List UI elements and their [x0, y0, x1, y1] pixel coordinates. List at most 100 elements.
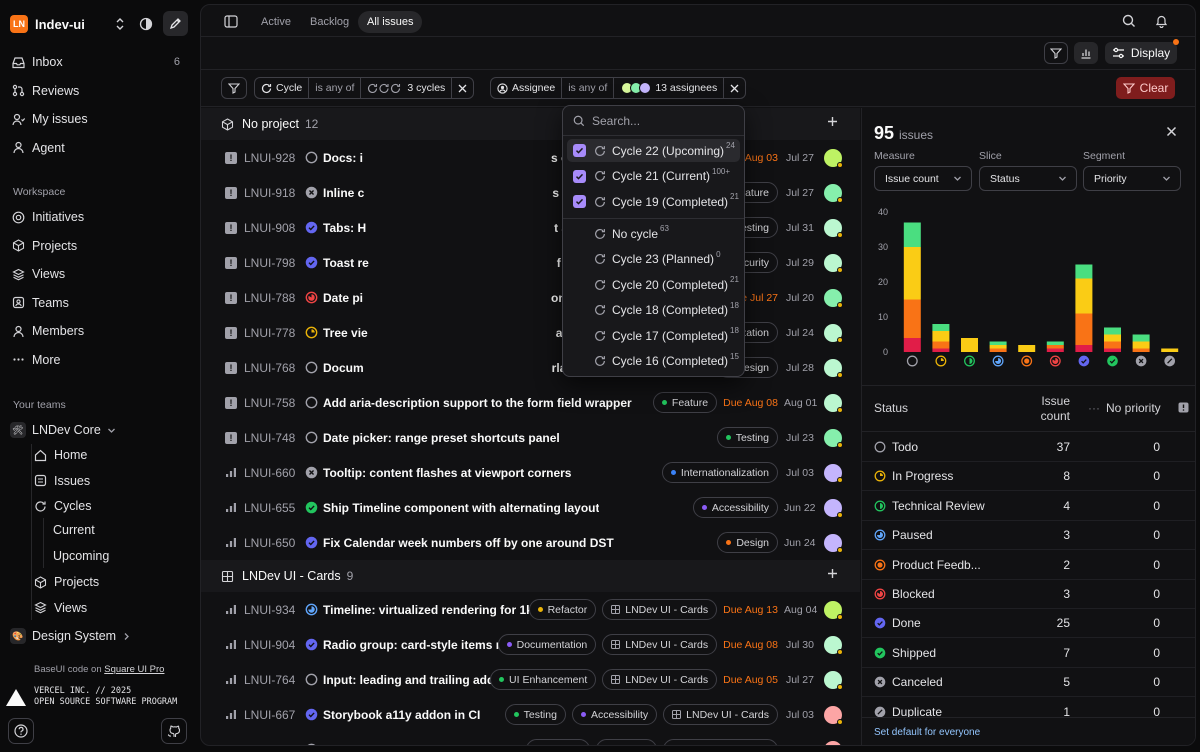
cycle-option[interactable]: Cycle 18 (Completed) 18	[567, 299, 740, 322]
chevron-updown-icon[interactable]	[110, 14, 130, 34]
help-button[interactable]	[8, 718, 34, 744]
group-header[interactable]: No project 12	[201, 108, 860, 140]
sidebar-item-initiatives[interactable]: Initiatives	[10, 205, 190, 229]
count-column-header[interactable]: Issue count	[1041, 394, 1070, 424]
priority-column-header[interactable]: ··· No priority	[1088, 401, 1161, 415]
assignee-avatar[interactable]	[824, 600, 843, 620]
canceled-status-icon[interactable]	[304, 186, 318, 200]
add-filter-button[interactable]	[221, 77, 247, 99]
measure-select[interactable]: Issue count	[874, 166, 972, 191]
display-button[interactable]: Display	[1105, 39, 1179, 64]
cycle-option[interactable]: Cycle 16 (Completed) 15	[567, 350, 740, 373]
assignee-avatar[interactable]	[824, 740, 842, 745]
table-row[interactable]: LNUI-934 Timeline: virtualized rendering …	[201, 592, 860, 627]
assignee-avatar[interactable]	[824, 705, 843, 725]
filter-button[interactable]	[1044, 42, 1068, 64]
segment-select[interactable]: Priority	[1083, 166, 1181, 191]
blocked-status-icon[interactable]	[304, 291, 318, 305]
remove-cycle-filter-button[interactable]	[452, 78, 473, 98]
issue-label[interactable]: Accessibility	[692, 497, 778, 518]
todo-status-icon[interactable]	[304, 431, 318, 445]
done-status-icon[interactable]	[304, 221, 318, 235]
issue-label[interactable]: Testing	[504, 704, 566, 725]
cycle-option[interactable]: Cycle 17 (Completed) 18	[567, 324, 740, 347]
assignee-avatar[interactable]	[824, 498, 843, 518]
issue-label[interactable]: Design	[717, 532, 778, 553]
checkbox-checked[interactable]	[573, 195, 586, 208]
issue-label[interactable]: Documentation	[497, 634, 597, 655]
table-row[interactable]: Done 25 0	[862, 609, 1195, 639]
assignee-avatar[interactable]	[824, 393, 843, 413]
cycle-filter-field[interactable]: Cycle	[255, 78, 310, 98]
issue-label[interactable]: LNDev UI - Cards	[663, 704, 778, 725]
table-row[interactable]: LNUI-764 Input: leading and trailing addo…	[201, 662, 860, 697]
assignee-avatar[interactable]	[824, 635, 843, 655]
new-issue-button[interactable]	[163, 11, 188, 36]
sidebar-item-reviews[interactable]: Reviews	[10, 79, 190, 103]
cycle-filter-operator[interactable]: is any of	[309, 78, 362, 98]
assignee-filter-value[interactable]: 13 assignees	[614, 78, 725, 98]
issue-label[interactable]: UI Enhancement	[490, 669, 597, 690]
cycle-option[interactable]: Cycle 23 (Planned) 0	[567, 248, 740, 271]
assignee-filter-field[interactable]: Assignee	[491, 78, 563, 98]
sidebar-item-agent[interactable]: Agent	[10, 136, 190, 160]
issue-label[interactable]: Testing	[716, 427, 778, 448]
done-status-icon[interactable]	[304, 638, 318, 652]
sidebar-item-members[interactable]: Members	[10, 319, 190, 343]
assignee-avatar[interactable]	[824, 183, 843, 203]
close-panel-icon[interactable]	[1166, 126, 1177, 137]
sidebar-item-my-issues[interactable]: My issues	[10, 107, 190, 131]
clear-filters-button[interactable]: Clear	[1116, 77, 1175, 99]
cycle-option-checked[interactable]: Cycle 22 (Upcoming) 24	[567, 139, 740, 162]
team-lndev-core[interactable]: 🛠 LNDev Core	[10, 418, 190, 442]
table-row[interactable]: Canceled 5 0	[862, 668, 1195, 698]
todo-status-icon[interactable]	[304, 361, 318, 375]
todo-status-icon[interactable]	[304, 673, 318, 687]
checkbox-checked[interactable]	[573, 144, 586, 157]
tab-active[interactable]: Active	[261, 16, 291, 28]
team-item-upcoming[interactable]: Upcoming	[53, 544, 190, 568]
sidebar-item-projects[interactable]: Projects	[10, 234, 190, 258]
canceled-status-icon[interactable]	[304, 466, 318, 480]
shipped-status-icon[interactable]	[304, 501, 318, 515]
team-design-system[interactable]: 🎨 Design System	[10, 624, 190, 648]
tab-all-issues[interactable]: All issues	[358, 11, 423, 33]
issue-label[interactable]: LNDev UI - Cards	[602, 634, 718, 655]
issue-label[interactable]: Feature	[526, 739, 591, 745]
sidebar-item-more[interactable]: More	[10, 348, 190, 372]
team-item-projects[interactable]: Projects	[32, 570, 190, 594]
status-column-header[interactable]: Status	[874, 401, 909, 415]
assignee-avatar[interactable]	[824, 428, 843, 448]
cycle-option-checked[interactable]: Cycle 19 (Completed) 21	[567, 190, 740, 213]
tab-backlog[interactable]: Backlog	[310, 16, 350, 28]
table-row[interactable]: Paused 3 0	[862, 521, 1195, 551]
team-item-cycles[interactable]: Cycles	[32, 494, 190, 518]
table-row[interactable]: Blocked 3 0	[862, 580, 1195, 609]
assignee-avatar[interactable]	[824, 288, 843, 308]
assignee-avatar[interactable]	[824, 218, 843, 238]
remove-assignee-filter-button[interactable]	[724, 78, 745, 98]
cycle-option[interactable]: Cycle 20 (Completed) 21	[567, 273, 740, 296]
square-ui-pro-link[interactable]: Square UI Pro	[104, 664, 165, 675]
plus-icon[interactable]	[827, 568, 838, 579]
group-header[interactable]: LNDev UI - Cards 9	[201, 560, 860, 592]
todo-status-icon[interactable]	[304, 151, 318, 165]
table-row[interactable]: Shipped 7 0	[862, 639, 1195, 668]
issue-label[interactable]: Feature	[652, 392, 718, 413]
issue-label[interactable]: Refactor	[528, 599, 597, 620]
table-row[interactable]: Technical Review 4 0	[862, 492, 1195, 521]
sidebar-item-views[interactable]: Views	[10, 262, 190, 286]
chart-toggle-button[interactable]	[1074, 42, 1098, 64]
issue-label[interactable]: Internationalization	[661, 462, 778, 483]
issue-label[interactable]: Accessibility	[571, 704, 658, 725]
github-button[interactable]	[161, 718, 187, 744]
theme-toggle-icon[interactable]	[136, 14, 156, 34]
bell-icon[interactable]	[1151, 11, 1171, 31]
table-row[interactable]: Todo 37 0	[862, 433, 1195, 462]
issue-label[interactable]: LNDev UI - Cards	[602, 599, 718, 620]
table-row[interactable]: LNUI-904 Radio group: card-style items re…	[201, 627, 860, 662]
assignee-avatar[interactable]	[824, 533, 843, 553]
